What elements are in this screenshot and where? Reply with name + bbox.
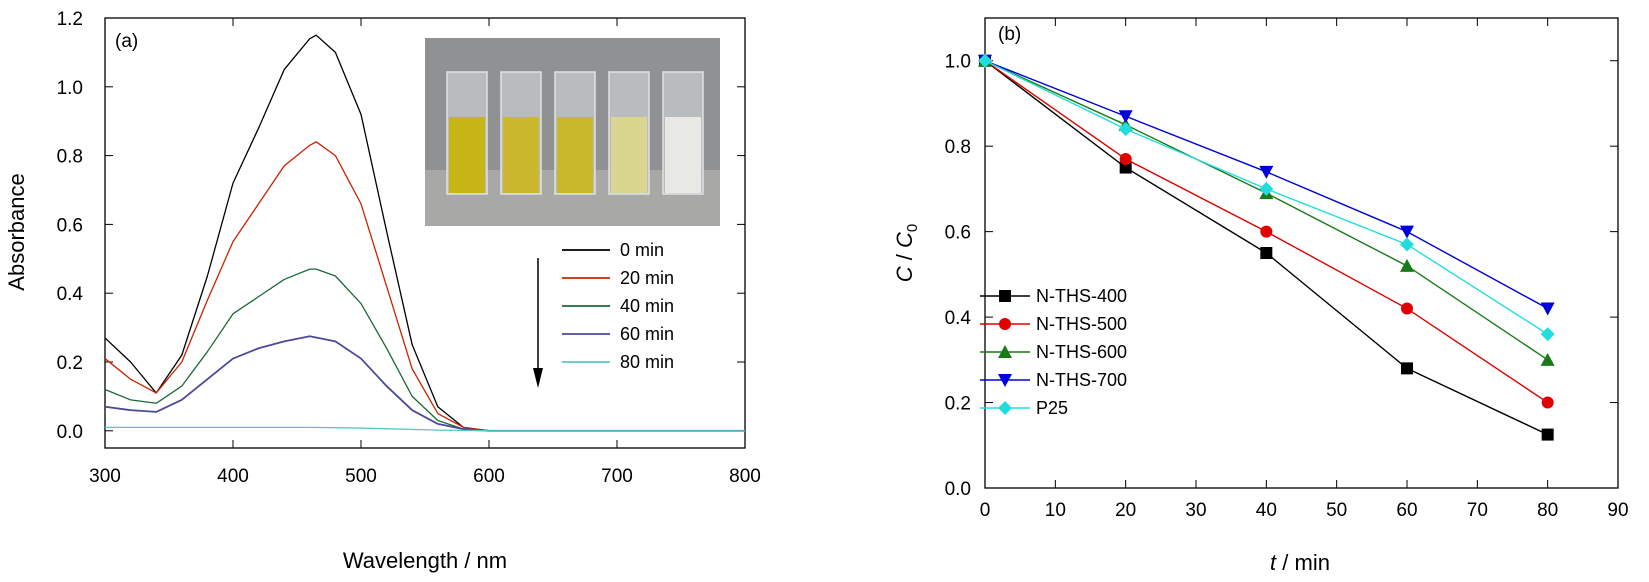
x-tick-label: 70 [1467, 500, 1488, 521]
data-point-diamond [1540, 327, 1555, 342]
chart-a: (a) 300 400 500 600 700 800 0.0 0.2 0.4 0.6 0.8 1.0… [4, 9, 761, 573]
chart-b-panel-label: (b) [998, 24, 1021, 45]
data-point-triangle-down [1259, 165, 1274, 179]
y-tick-label: 0.6 [57, 215, 83, 236]
chart-b: (b) 0 10 20 30 40 50 60 70 80 90 0.0 0.2 0.4 0.6 0.8 1.… [892, 17, 1629, 575]
inset-cuvettes [446, 71, 704, 195]
data-point-diamond [978, 53, 992, 68]
chart-b-legend: N-THS-400 N-THS-500 N-THS-600 N-THS-700 P25 [980, 286, 1127, 418]
x-tick-label: 80 [1537, 500, 1558, 521]
data-point-square [1401, 362, 1413, 375]
data-point-triangle-up [998, 345, 1012, 358]
chart-a-legend: 0 min 20 min 40 min 60 min 80 min [562, 240, 674, 372]
y-tick-label: 1.2 [57, 9, 83, 30]
legend-label: 0 min [620, 240, 664, 260]
legend-label: N-THS-600 [1036, 342, 1127, 362]
chart-b-frame [984, 17, 1619, 489]
x-axis-label-unit: / min [1276, 550, 1330, 575]
data-point-diamond [998, 401, 1012, 415]
legend-label: 60 min [620, 324, 674, 344]
x-tick-label: 10 [1045, 500, 1066, 521]
y-tick-label: 0.8 [945, 137, 971, 158]
cuvette-photo-icon [425, 38, 720, 226]
chart-b-x-axis-label: t / min [1270, 550, 1330, 575]
x-tick-label: 600 [473, 466, 505, 487]
data-point-square [1119, 161, 1132, 174]
x-tick-label: 500 [345, 466, 377, 487]
data-point-triangle-down [1400, 225, 1414, 239]
data-point-triangle-up [1540, 352, 1555, 366]
cuvette-liquid [665, 117, 701, 193]
x-tick-label: 700 [601, 466, 633, 487]
y-tick-label: 0.8 [57, 147, 83, 168]
chart-b-series [978, 53, 1555, 441]
legend-label: P25 [1036, 398, 1068, 418]
x-axis-label-var: t [1270, 550, 1277, 575]
legend-label: 20 min [620, 268, 674, 288]
y-tick-label: 0.2 [57, 353, 83, 374]
y-tick-label: 0.4 [945, 308, 972, 329]
chart-b-y-axis-label: C / C0 [892, 224, 921, 282]
arrow-head-icon [533, 368, 543, 388]
series-line [105, 426, 745, 432]
data-point-triangle-up [1400, 258, 1414, 272]
chart-a-axes: 300 400 500 600 700 800 0.0 0.2 0.4 0.6 0.8 1.0 1.2 [57, 9, 761, 487]
y-axis-label-sub: 0 [904, 224, 921, 232]
data-point-square [999, 290, 1011, 302]
data-point-diamond [1118, 122, 1133, 137]
data-point-circle [1260, 225, 1273, 238]
data-point-triangle-down [1118, 110, 1133, 124]
y-tick-label: 0.6 [945, 223, 971, 244]
data-point-square [1541, 428, 1554, 441]
cuvette-liquid [503, 117, 539, 193]
data-point-diamond [1259, 181, 1274, 196]
data-point-circle [1401, 302, 1413, 315]
x-tick-label: 30 [1185, 500, 1206, 521]
y-tick-label: 1.0 [945, 52, 971, 73]
series-line [104, 268, 745, 432]
x-tick-label: 20 [1115, 500, 1136, 521]
x-tick-label: 40 [1256, 500, 1277, 521]
y-axis-label-slash: / [892, 248, 917, 266]
chart-a-frame [104, 17, 746, 449]
chart-a-y-axis-label: Absorbance [4, 173, 29, 290]
x-tick-label: 0 [980, 500, 991, 521]
data-point-triangle-down [1540, 302, 1555, 316]
legend-label: 40 min [620, 296, 674, 316]
y-tick-label: 0.0 [945, 479, 971, 500]
data-point-circle [1541, 396, 1554, 409]
x-tick-label: 50 [1326, 500, 1347, 521]
cuvette-liquid [449, 117, 485, 193]
chart-b-axes: 0 10 20 30 40 50 60 70 80 90 0.0 0.2 0.4 0.6 0.8 1.0 [945, 18, 1629, 521]
cuvette-liquid [557, 117, 593, 193]
legend-label: N-THS-500 [1036, 314, 1127, 334]
x-tick-label: 400 [217, 466, 249, 487]
x-tick-label: 90 [1607, 500, 1628, 521]
chart-a-series [104, 34, 745, 432]
data-point-square [1260, 247, 1273, 259]
cuvette-liquid [611, 117, 647, 193]
y-tick-label: 0.0 [57, 422, 83, 443]
y-axis-label-c: C [892, 266, 917, 282]
y-axis-label-c0: C [892, 232, 917, 248]
x-tick-label: 60 [1396, 500, 1417, 521]
legend-label: N-THS-700 [1036, 370, 1127, 390]
chart-a-x-axis-label: Wavelength / nm [343, 548, 507, 573]
x-tick-label: 800 [729, 466, 761, 487]
legend-label: N-THS-400 [1036, 286, 1127, 306]
y-tick-label: 1.0 [57, 78, 83, 99]
x-tick-label: 300 [89, 466, 121, 487]
legend-label: 80 min [620, 352, 674, 372]
data-point-triangle-down [998, 374, 1012, 387]
data-point-circle [1119, 153, 1132, 165]
chart-a-panel-label: (a) [115, 31, 138, 52]
data-point-circle [999, 318, 1011, 330]
y-tick-label: 0.4 [57, 284, 84, 305]
series-line [104, 335, 745, 432]
data-point-diamond [1400, 237, 1414, 252]
y-tick-label: 0.2 [945, 394, 971, 415]
